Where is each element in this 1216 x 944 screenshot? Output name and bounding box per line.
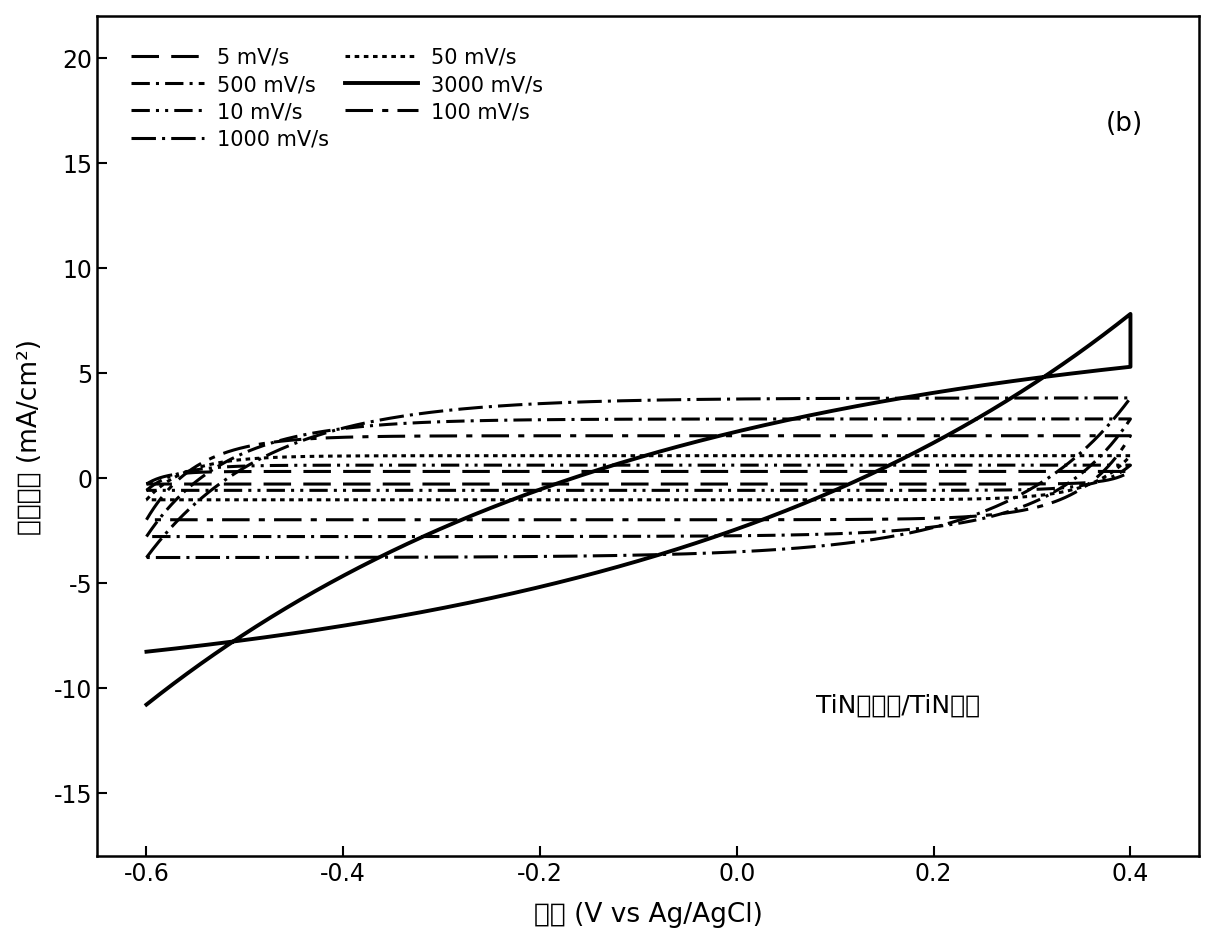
Text: TiN集流体/TiN电极: TiN集流体/TiN电极 (816, 693, 980, 716)
Text: (b): (b) (1105, 111, 1143, 137)
Legend: 5 mV/s, 500 mV/s, 10 mV/s, 1000 mV/s, 50 mV/s, 3000 mV/s, 100 mV/s: 5 mV/s, 500 mV/s, 10 mV/s, 1000 mV/s, 50… (119, 36, 556, 162)
Y-axis label: 电流密度 (mA/cm²): 电流密度 (mA/cm²) (17, 338, 43, 534)
X-axis label: 电压 (V vs Ag/AgCl): 电压 (V vs Ag/AgCl) (534, 902, 762, 927)
